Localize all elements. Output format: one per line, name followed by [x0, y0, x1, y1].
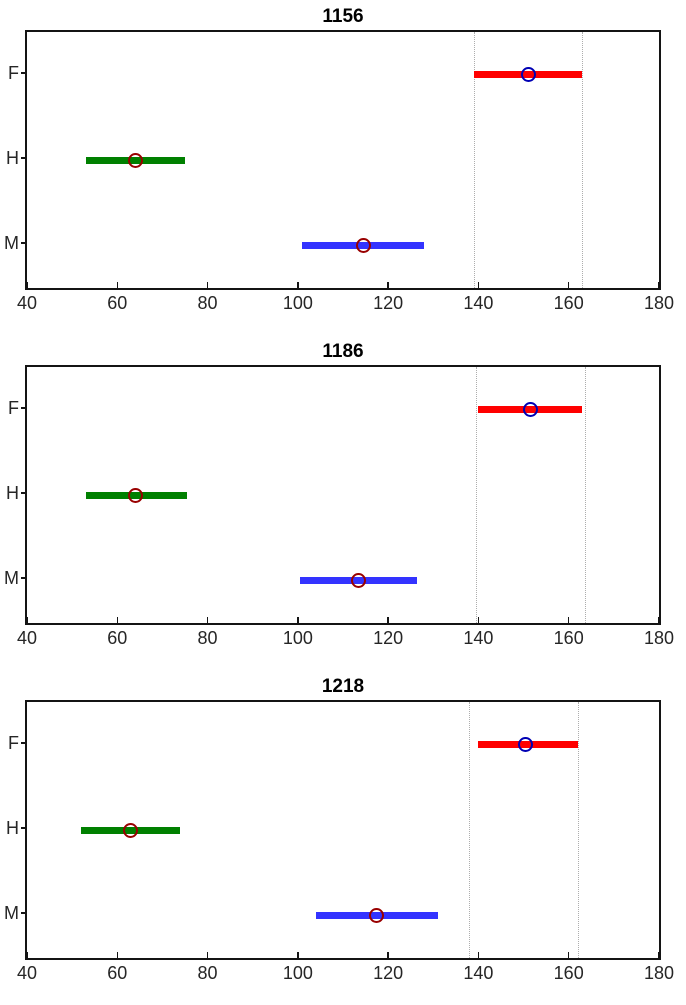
y-tick-mark: [21, 492, 27, 494]
x-tick-label: 60: [107, 293, 128, 313]
x-tick-mark: [658, 952, 660, 958]
x-tick-label: 180: [643, 963, 675, 983]
x-tick-label: 140: [463, 628, 494, 648]
plot-area: [25, 30, 661, 290]
mean-marker-circle: [520, 67, 536, 83]
plot-area: [25, 365, 661, 625]
mean-marker-circle: [355, 237, 371, 253]
y-category-label: H: [6, 148, 19, 168]
reference-line: [473, 32, 475, 288]
reference-line: [584, 367, 586, 623]
x-tick-mark: [297, 617, 299, 623]
y-tick-mark: [21, 406, 27, 409]
x-tick-mark: [477, 617, 480, 623]
x-tick-mark: [387, 282, 389, 288]
y-tick-mark: [21, 912, 27, 915]
x-tick-label: 140: [463, 963, 494, 983]
x-tick-label: 100: [282, 963, 313, 983]
x-tick-label: 180: [643, 293, 675, 313]
y-category-label: M: [4, 233, 19, 254]
y-category-label: M: [4, 568, 19, 589]
x-tick-mark: [567, 952, 570, 958]
x-tick-label: 160: [553, 293, 584, 313]
x-tick-label: 40: [16, 963, 38, 983]
x-tick-mark: [206, 952, 209, 958]
y-category-label: H: [6, 483, 19, 503]
mean-marker-circle: [127, 152, 143, 168]
x-tick-mark: [477, 282, 480, 288]
x-tick-label: 120: [373, 628, 404, 648]
x-tick-mark: [658, 617, 660, 623]
reference-line: [577, 702, 579, 958]
y-tick-mark: [21, 827, 27, 829]
y-category-label: F: [8, 732, 19, 753]
y-category-label: F: [8, 397, 19, 418]
x-tick-mark: [26, 617, 28, 623]
x-tick-mark: [26, 282, 28, 288]
x-tick-label: 80: [197, 628, 218, 648]
reference-line: [476, 367, 478, 623]
reference-line: [582, 32, 584, 288]
x-tick-label: 160: [553, 963, 584, 983]
x-tick-label: 120: [373, 963, 404, 983]
y-tick-mark: [21, 71, 27, 74]
chart-panel-1156: 1156 40 60 80 100 120 140 160 180 F H M: [0, 0, 686, 335]
x-tick-label: 160: [553, 628, 584, 648]
chart-title: 1218: [321, 676, 365, 697]
y-tick-mark: [21, 741, 27, 744]
x-tick-mark: [206, 282, 209, 288]
x-tick-label: 60: [107, 628, 128, 648]
x-tick-mark: [297, 952, 299, 958]
mean-marker-circle: [518, 737, 534, 753]
x-tick-label: 40: [16, 293, 38, 313]
y-category-label: M: [4, 903, 19, 924]
x-tick-label: 180: [643, 628, 675, 648]
y-category-label: F: [8, 62, 19, 83]
x-tick-mark: [387, 617, 389, 623]
mean-marker-circle: [127, 487, 143, 503]
y-category-label: H: [6, 818, 19, 838]
x-tick-label: 120: [373, 293, 404, 313]
reference-line: [469, 702, 471, 958]
x-tick-label: 80: [197, 293, 218, 313]
mean-marker-circle: [369, 907, 385, 923]
x-tick-mark: [658, 282, 660, 288]
x-tick-mark: [387, 952, 389, 958]
mean-marker-circle: [351, 572, 367, 588]
y-tick-mark: [21, 157, 27, 159]
x-tick-mark: [297, 282, 299, 288]
x-tick-label: 100: [282, 293, 313, 313]
chart-title: 1156: [322, 6, 364, 27]
x-tick-label: 40: [16, 628, 38, 648]
x-tick-mark: [567, 282, 570, 288]
x-tick-mark: [567, 617, 570, 623]
x-tick-mark: [206, 617, 209, 623]
x-tick-mark: [116, 617, 119, 623]
x-tick-label: 100: [282, 628, 313, 648]
x-tick-mark: [116, 282, 119, 288]
y-tick-mark: [21, 242, 27, 245]
mean-marker-circle: [522, 402, 538, 418]
y-tick-mark: [21, 577, 27, 580]
chart-panel-1218: 1218 40 60 80 100 120 140 160 180 F H M: [0, 670, 686, 1005]
x-tick-label: 80: [197, 963, 218, 983]
x-tick-label: 140: [463, 293, 494, 313]
mean-marker-circle: [123, 822, 139, 838]
x-tick-label: 60: [107, 963, 128, 983]
plot-area: [25, 700, 661, 960]
x-tick-mark: [26, 952, 28, 958]
chart-title: 1186: [322, 341, 364, 362]
x-tick-mark: [116, 952, 119, 958]
x-tick-mark: [477, 952, 480, 958]
chart-panel-1186: 1186 40 60 80 100 120 140 160 180 F H M: [0, 335, 686, 670]
